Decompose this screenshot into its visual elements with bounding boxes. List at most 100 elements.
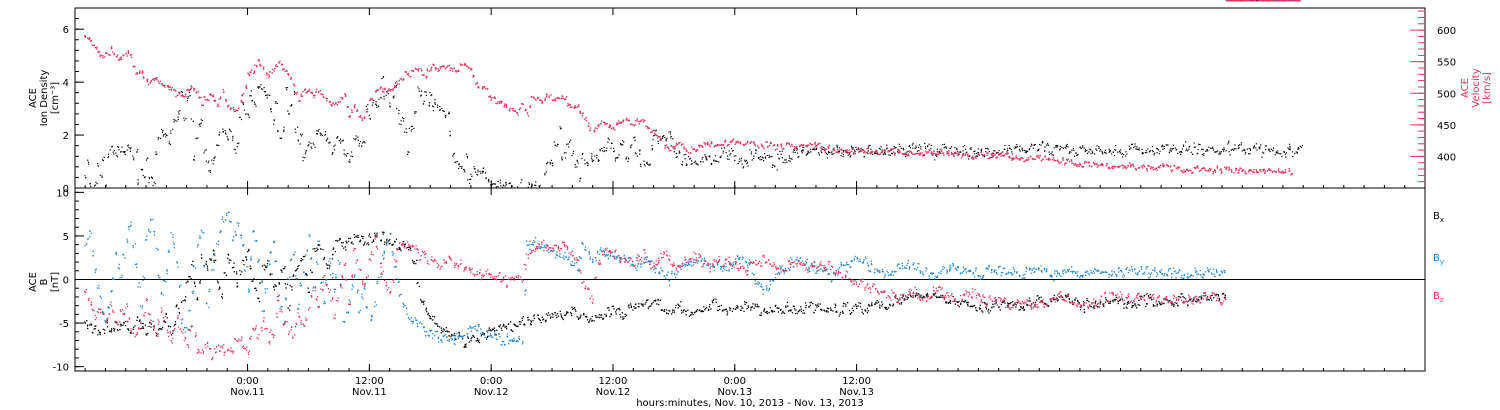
data-point — [398, 112, 400, 115]
data-point — [995, 302, 997, 304]
data-point — [606, 150, 608, 152]
data-point — [364, 142, 366, 144]
data-point — [209, 288, 211, 291]
data-point — [165, 312, 167, 315]
data-point — [398, 83, 400, 85]
data-point — [559, 310, 561, 313]
data-point — [540, 99, 542, 101]
data-point — [1273, 147, 1275, 149]
data-point — [443, 329, 445, 331]
data-point — [697, 149, 699, 151]
data-point — [224, 130, 226, 132]
data-point — [869, 152, 871, 154]
data-point — [753, 141, 755, 143]
data-point — [581, 112, 584, 114]
data-point — [219, 131, 221, 133]
data-point — [118, 146, 120, 148]
data-point — [216, 279, 218, 281]
data-point — [961, 300, 963, 302]
data-point — [505, 106, 508, 109]
data-point — [1284, 169, 1287, 171]
data-point — [323, 258, 325, 260]
data-point — [121, 276, 123, 279]
bottom-left-title-line2: B — [39, 278, 50, 285]
data-point — [1079, 306, 1081, 308]
data-point — [1132, 163, 1134, 165]
data-point — [248, 288, 250, 290]
data-point — [527, 186, 529, 188]
data-point — [1148, 295, 1150, 297]
data-point — [425, 331, 428, 333]
data-point — [1119, 298, 1122, 300]
data-point — [182, 300, 184, 302]
data-point — [135, 73, 137, 75]
data-point — [1187, 304, 1189, 306]
data-point — [175, 90, 177, 92]
data-point — [960, 302, 962, 304]
data-point — [699, 144, 701, 147]
data-point — [410, 125, 412, 128]
data-point — [922, 295, 925, 298]
data-point — [423, 74, 425, 76]
data-point — [864, 150, 866, 152]
data-point — [453, 67, 455, 70]
data-point — [1262, 151, 1264, 153]
data-point — [766, 141, 768, 143]
data-point — [1023, 309, 1025, 311]
data-point — [388, 243, 390, 245]
data-point — [367, 104, 369, 106]
data-point — [355, 235, 357, 237]
data-point — [1143, 295, 1145, 297]
data-point — [398, 80, 400, 82]
data-point — [964, 145, 966, 147]
data-point — [435, 323, 437, 325]
data-point — [415, 319, 417, 321]
data-point — [1245, 151, 1247, 153]
data-point — [650, 131, 652, 133]
data-point — [1040, 160, 1043, 162]
data-point — [209, 171, 211, 173]
data-point — [805, 307, 807, 309]
data-point — [1121, 153, 1123, 155]
data-point — [468, 67, 470, 69]
data-point — [458, 332, 461, 334]
data-point — [796, 149, 798, 151]
data-point — [356, 236, 358, 238]
data-point — [1064, 294, 1067, 296]
data-point — [1180, 153, 1182, 155]
data-point — [862, 313, 864, 315]
data-point — [1289, 143, 1291, 145]
data-point — [200, 96, 202, 99]
data-point — [986, 154, 988, 156]
data-point — [200, 122, 202, 124]
data-point — [484, 172, 487, 174]
data-point — [915, 147, 917, 149]
data-point — [1080, 309, 1082, 311]
data-point — [970, 148, 972, 150]
data-point — [1268, 148, 1270, 150]
data-point — [716, 309, 719, 311]
data-point — [291, 286, 293, 288]
data-point — [354, 106, 356, 109]
data-point — [242, 103, 244, 105]
data-point — [222, 89, 224, 91]
data-point — [162, 84, 164, 87]
data-point — [899, 145, 901, 147]
data-point — [1038, 297, 1040, 299]
data-point — [160, 293, 162, 295]
data-point — [222, 128, 224, 130]
data-point — [426, 70, 428, 72]
data-point — [306, 273, 308, 275]
data-point — [1049, 298, 1051, 300]
data-point — [84, 321, 86, 323]
data-point — [257, 260, 260, 262]
data-point — [1130, 147, 1132, 149]
data-point — [127, 328, 129, 330]
data-point — [501, 100, 503, 103]
data-point — [224, 272, 226, 274]
data-point — [1086, 297, 1088, 300]
data-point — [392, 252, 395, 254]
data-point — [351, 156, 354, 158]
data-point — [216, 105, 219, 107]
